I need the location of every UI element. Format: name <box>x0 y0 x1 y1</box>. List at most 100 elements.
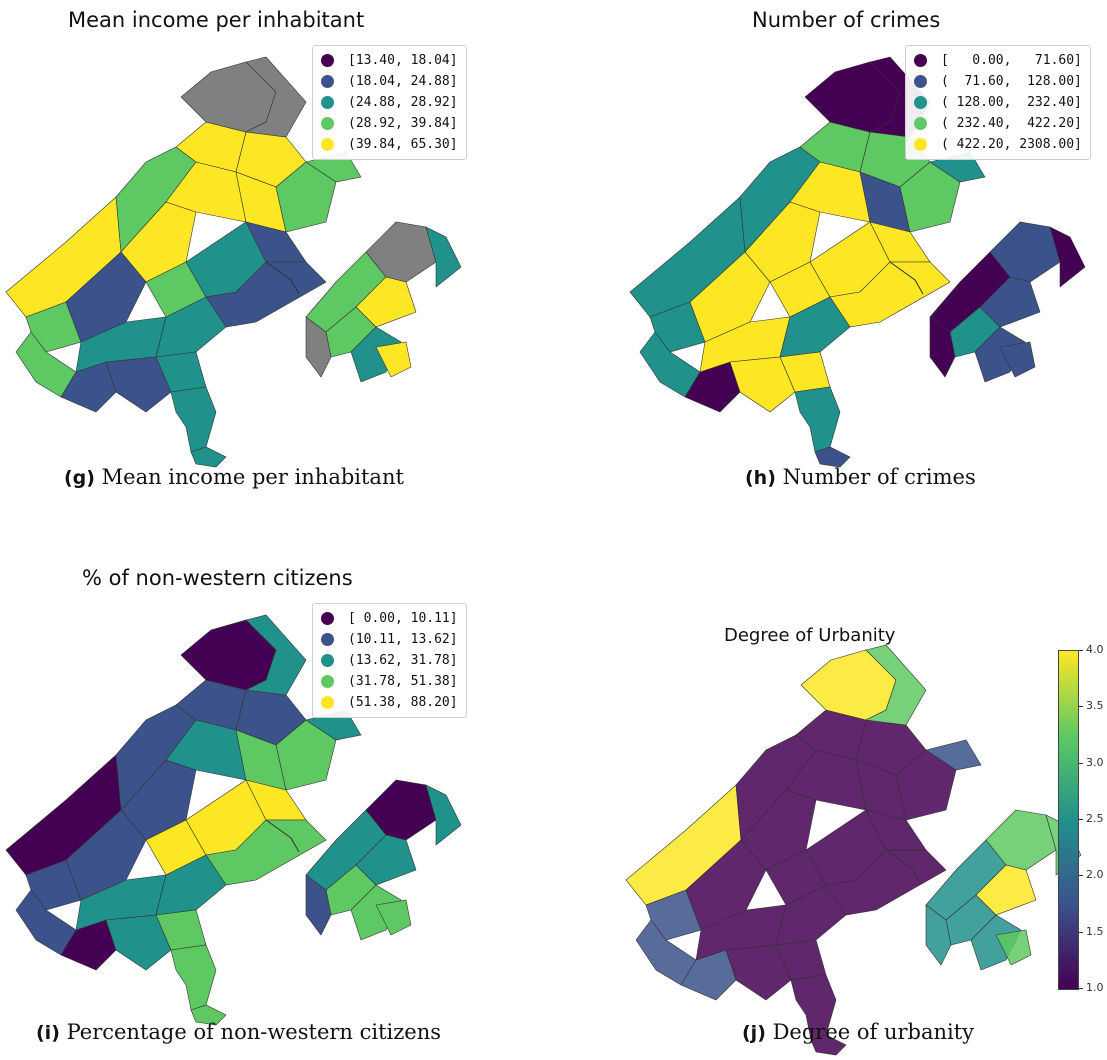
district-main-w1 <box>649 301 706 353</box>
legend-item: ( 422.20, 2308.00] <box>914 134 1082 155</box>
district-east-5 <box>355 834 417 886</box>
district-main-e1 <box>275 161 337 233</box>
legend-marker <box>914 75 927 88</box>
colorbar-tick: 1.5 <box>1079 925 1104 938</box>
colorbar <box>1058 650 1079 990</box>
legend-item: (28.92, 39.84] <box>321 113 458 134</box>
caption-i: (i) Percentage of non-western citizens <box>36 1020 442 1044</box>
harbour-pier <box>744 136 771 162</box>
colorbar-tick: 2.5 <box>1079 812 1104 825</box>
district-main-e2 <box>925 739 982 771</box>
legend-h: [ 0.00, 71.60] ( 71.60, 128.00] ( 128.00… <box>905 45 1091 160</box>
district-main-w1 <box>25 301 82 353</box>
district-east-5 <box>975 864 1037 916</box>
legend-item: (31.78, 51.38] <box>321 671 458 692</box>
district-connector <box>889 261 924 295</box>
legend-marker <box>321 633 334 646</box>
legend-marker <box>321 75 334 88</box>
district-east-8 <box>375 341 412 378</box>
harbour-pier <box>120 136 147 162</box>
caption-j: (j) Degree of urbanity <box>742 1020 975 1044</box>
legend-marker <box>321 54 334 67</box>
district-east-8 <box>375 899 412 936</box>
district-main-s3 <box>779 296 851 358</box>
map-title-j: Degree of Urbanity <box>724 625 896 646</box>
district-main-s4 <box>105 356 172 413</box>
district-main-se1 <box>205 819 327 886</box>
district-main-s4 <box>729 356 796 413</box>
choropleth-map-i <box>5 614 462 1026</box>
district-east-5 <box>355 276 417 328</box>
district-main-se1 <box>205 261 327 328</box>
district-east-3 <box>425 226 462 288</box>
district-main-s3 <box>155 296 227 358</box>
legend-marker <box>321 96 334 109</box>
district-main-tail2 <box>810 1034 847 1056</box>
district-main-s4 <box>105 914 172 971</box>
caption-h: (h) Number of crimes <box>745 465 976 489</box>
district-connector <box>265 261 300 295</box>
district-main-tail2 <box>190 1004 227 1026</box>
harbour-pier <box>120 694 147 720</box>
district-main-c2 <box>165 161 247 223</box>
colorbar-tick: 3.5 <box>1079 699 1104 712</box>
district-connector <box>265 819 300 853</box>
legend-g: [13.40, 18.04] (18.04, 24.88] (24.88, 28… <box>312 45 467 160</box>
legend-item: (24.88, 28.92] <box>321 92 458 113</box>
district-main-s4 <box>725 944 792 1001</box>
map-title-i: % of non-western citizens <box>82 566 353 590</box>
legend-item: [13.40, 18.04] <box>321 50 458 71</box>
district-east-3 <box>1049 226 1086 288</box>
district-main-s1 <box>689 251 771 343</box>
map-title-g: Mean income per inhabitant <box>68 8 365 32</box>
legend-item: (10.11, 13.62] <box>321 629 458 650</box>
legend-marker <box>321 612 334 625</box>
choropleth-map-h <box>629 56 1086 468</box>
district-main-s3 <box>155 854 227 916</box>
district-east-6 <box>305 316 332 378</box>
district-main-se1 <box>829 261 951 328</box>
legend-marker <box>321 117 334 130</box>
harbour-pier <box>740 724 767 750</box>
caption-g: (g) Mean income per inhabitant <box>64 465 404 489</box>
district-main-top2 <box>864 644 927 726</box>
legend-item: (39.84, 65.30] <box>321 134 458 155</box>
legend-marker <box>321 138 334 151</box>
legend-marker <box>914 96 927 109</box>
district-east-3 <box>425 784 462 846</box>
district-main-tail2 <box>814 446 851 468</box>
district-east-5 <box>979 276 1041 328</box>
legend-item: ( 71.60, 128.00] <box>914 71 1082 92</box>
urbanity-map-j <box>625 644 1082 1056</box>
district-main-s1 <box>685 839 767 931</box>
district-main-c2 <box>785 749 867 811</box>
district-main-tail2 <box>190 446 227 468</box>
district-main-se1 <box>825 849 947 916</box>
legend-item: ( 128.00, 232.40] <box>914 92 1082 113</box>
map-title-h: Number of crimes <box>752 8 941 32</box>
district-main-tail <box>170 944 217 1011</box>
district-main-tail <box>794 386 841 453</box>
district-main-s1 <box>65 809 147 901</box>
colorbar-tick: 4.0 <box>1079 643 1104 656</box>
district-east-6 <box>305 874 332 936</box>
legend-marker <box>914 54 927 67</box>
legend-item: (13.62, 31.78] <box>321 650 458 671</box>
legend-marker <box>321 696 334 709</box>
district-main-e1 <box>895 749 957 821</box>
legend-item: (51.38, 88.20] <box>321 692 458 713</box>
district-connector <box>885 849 920 883</box>
legend-marker <box>321 675 334 688</box>
district-main-s1 <box>65 251 147 343</box>
legend-item: [ 0.00, 71.60] <box>914 50 1082 71</box>
colorbar-tick: 2.0 <box>1079 868 1104 881</box>
colorbar-tick: 1.0 <box>1079 981 1104 994</box>
district-main-e1 <box>899 161 961 233</box>
legend-marker <box>914 117 927 130</box>
legend-i: [ 0.00, 10.11] (10.11, 13.62] (13.62, 31… <box>312 603 467 718</box>
district-main-e1 <box>275 719 337 791</box>
legend-item: ( 232.40, 422.20] <box>914 113 1082 134</box>
district-main-w1 <box>645 889 702 941</box>
district-main-c2 <box>165 719 247 781</box>
choropleth-map-g <box>5 56 462 468</box>
